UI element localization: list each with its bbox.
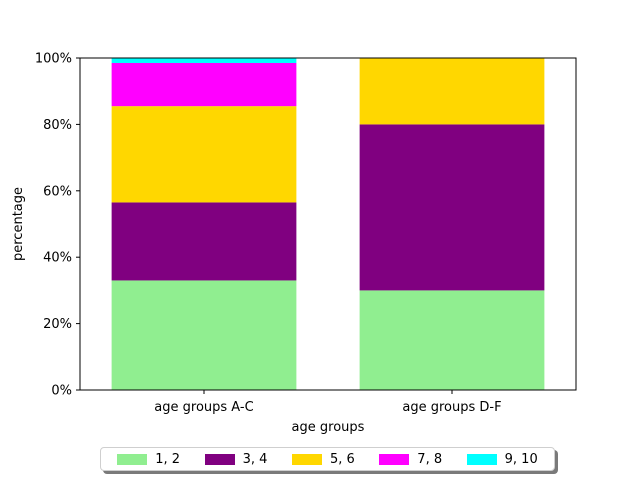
bar-1-series-3 [111, 106, 297, 203]
legend-swatch [204, 453, 235, 465]
bar-1-series-4 [111, 62, 297, 107]
legend-item: 7, 8 [379, 452, 442, 467]
y-tick-label: 80% [43, 118, 72, 133]
bar-1-series-1 [111, 280, 297, 390]
bar-1-series-2 [111, 202, 297, 281]
legend-swatch [117, 453, 148, 465]
legend-item: 5, 6 [291, 451, 355, 467]
y-tick-label: 100% [35, 52, 72, 67]
x-tick-label: age groups A-C [154, 400, 253, 415]
y-tick-label: 40% [43, 251, 72, 266]
plot-frame [79, 57, 577, 391]
legend-label: 9, 10 [504, 451, 538, 467]
legend-swatch [291, 453, 322, 465]
legend-label: 5, 6 [329, 451, 355, 467]
bar-2-series-2 [359, 124, 545, 291]
legend-item: 3, 4 [204, 451, 268, 467]
bar-1-series-5 [111, 58, 297, 63]
x-tick-label: age groups D-F [402, 400, 501, 415]
legend-label: 3, 4 [242, 451, 268, 467]
y-tick-label: 20% [43, 317, 72, 332]
bar-2-series-3 [359, 58, 545, 125]
legend-item: 1, 2 [117, 452, 180, 467]
y-tick-label: 60% [43, 184, 72, 199]
y-axis-label: percentage [11, 187, 26, 261]
legend-label: 1, 2 [155, 451, 181, 467]
legend: 1, 2 3, 4 5, 6 7, 8 9, 10 [100, 447, 555, 471]
bar-2-series-1 [359, 290, 545, 390]
x-axis-label: age groups [292, 420, 365, 435]
legend-swatch [466, 453, 497, 465]
y-tick-label: 0% [51, 384, 72, 399]
legend-swatch [379, 453, 410, 465]
legend-item: 9, 10 [466, 451, 538, 467]
legend-label: 7, 8 [417, 451, 443, 467]
